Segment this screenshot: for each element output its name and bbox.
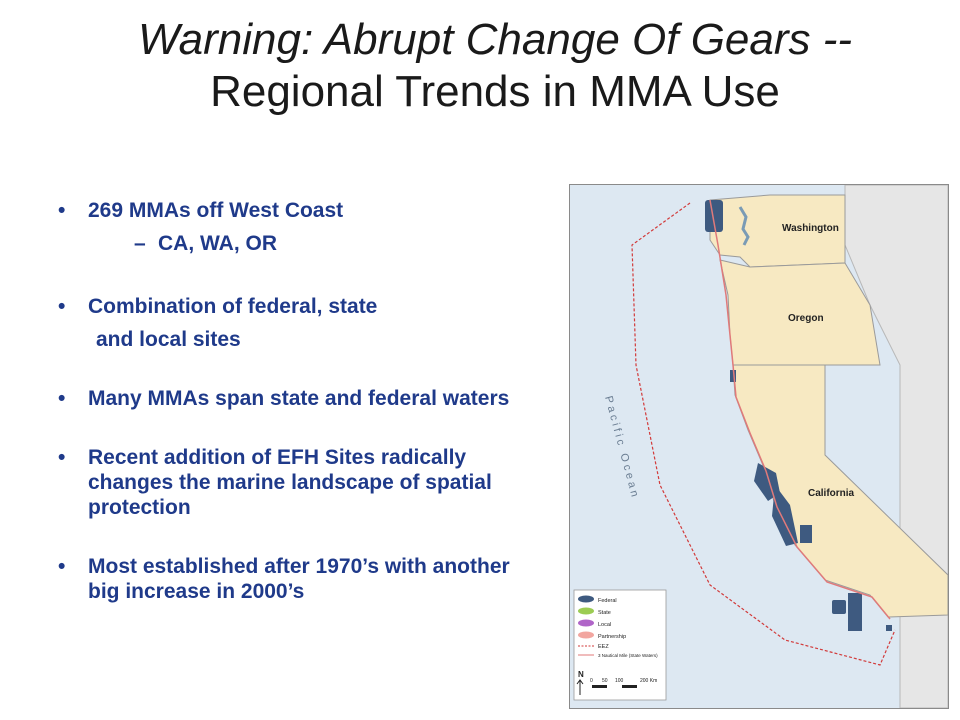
scale-tick: 100 — [615, 678, 624, 684]
bullet-marker: • — [58, 387, 66, 410]
bullet-item: • Combination of federal, state and loca… — [58, 294, 538, 352]
bullet-text: Recent addition of EFH Sites radically c… — [88, 446, 492, 519]
north-arrow: N — [578, 670, 584, 679]
scale-tick: 50 — [602, 678, 608, 684]
sub-bullet-text: CA, WA, OR — [158, 232, 277, 255]
oregon-state — [719, 259, 881, 366]
bullet-text: Most established after 1970’s with anoth… — [88, 555, 510, 603]
bullet-marker: • — [58, 199, 66, 222]
title-line-1: Warning: Abrupt Change Of Gears -- — [137, 15, 853, 64]
legend-label: EEZ — [598, 644, 609, 650]
legend-label: Federal — [598, 598, 617, 604]
scale-bar: 0 50 100 200 Km — [590, 678, 657, 688]
slide-title: Warning: Abrupt Change Of Gears -- Regio… — [40, 14, 950, 118]
bullet-list: • 269 MMAs off West Coast – CA, WA, OR •… — [58, 198, 538, 633]
california-label: California — [808, 488, 855, 499]
bullet-item: • Recent addition of EFH Sites radically… — [58, 445, 538, 520]
state-waters-line — [709, 199, 891, 620]
title-line-2: Regional Trends in MMA Use — [210, 67, 780, 116]
bullet-text: Combination of federal, state — [88, 295, 378, 318]
sub-bullet-item: – CA, WA, OR — [88, 231, 538, 256]
map-legend: Federal State Local Partnership EEZ 3 Na… — [573, 589, 667, 701]
federal-mma-areas — [705, 200, 892, 631]
bullet-item: • 269 MMAs off West Coast – CA, WA, OR — [58, 198, 538, 256]
bullet-item: • Many MMAs span state and federal water… — [58, 386, 538, 411]
bullet-continuation: and local sites — [96, 328, 241, 351]
bullet-text: Many MMAs span state and federal waters — [88, 387, 510, 410]
washington-label: Washington — [782, 223, 839, 234]
eez-line — [631, 202, 896, 666]
legend-label: 3 Nautical Mile (State Waters) — [598, 653, 658, 658]
west-coast-map: Washington Oregon California Pacific Oce… — [569, 184, 949, 709]
bullet-marker: • — [58, 446, 66, 469]
scale-tick: 200 Km — [640, 678, 657, 684]
bullet-item: • Most established after 1970’s with ano… — [58, 554, 538, 604]
bullet-marker: • — [58, 555, 66, 578]
oregon-label: Oregon — [788, 313, 824, 324]
bullet-marker: • — [58, 295, 66, 318]
legend-label: State — [598, 610, 611, 616]
scale-tick: 0 — [590, 678, 593, 684]
puget-sound — [738, 206, 750, 246]
sub-bullet-marker: – — [134, 232, 146, 255]
legend-label: Local — [598, 622, 611, 628]
bullet-text: 269 MMAs off West Coast — [88, 199, 344, 222]
legend-label: Partnership — [598, 634, 626, 640]
